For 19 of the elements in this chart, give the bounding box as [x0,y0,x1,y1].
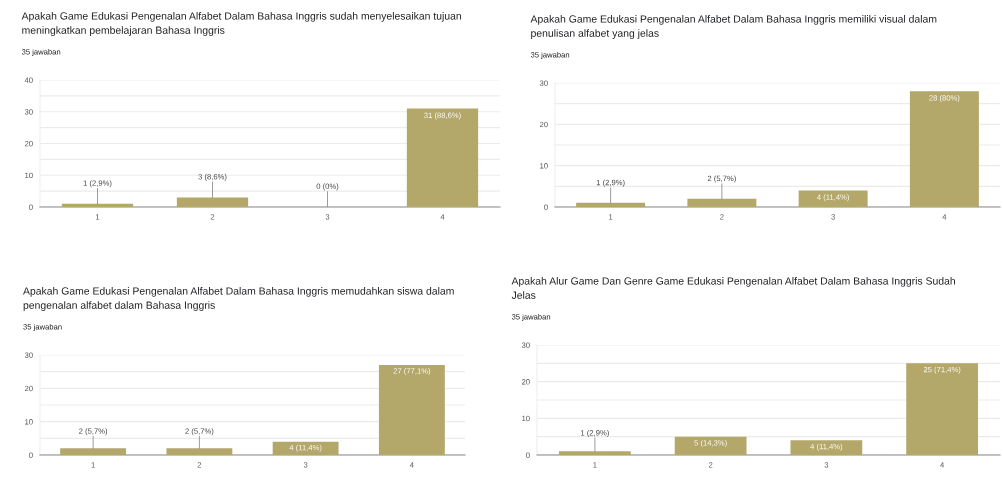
bar [61,203,134,207]
bar [558,451,631,455]
bar [378,365,445,455]
bar [272,441,339,455]
bar [576,202,646,207]
bar [909,91,979,207]
bar [674,436,747,455]
chart-title: Apakah Game Edukasi Pengenalan Alfabet Dalam Bahasa Inggris memiliki visual dalam penulisan alfabet yang jelas [530,15,937,39]
bar [798,190,868,207]
bar [406,108,479,207]
bar [790,440,863,455]
bar [60,448,127,455]
chart-title: Apakah Alur Game Dan Genre Game Edukasi Pengenalan Alfabet Dalam Bahasa Inggris Sudah Jelas [511,277,955,299]
bar [166,448,233,455]
bar [687,198,757,207]
bar [906,363,979,455]
bar [176,197,249,207]
chart-title: Apakah Game Edukasi Pengenalan Alfabet Dalam Bahasa Inggris sudah menyelesaikan tujuan meningkatkan pembelajaran Bahasa Inggris [21,12,462,36]
chart-title: Apakah Game Edukasi Pengenalan Alfabet Dalam Bahasa Inggris memudahkan siswa dalam pengenalan alfabet dalam Bahasa Inggris [23,287,454,311]
